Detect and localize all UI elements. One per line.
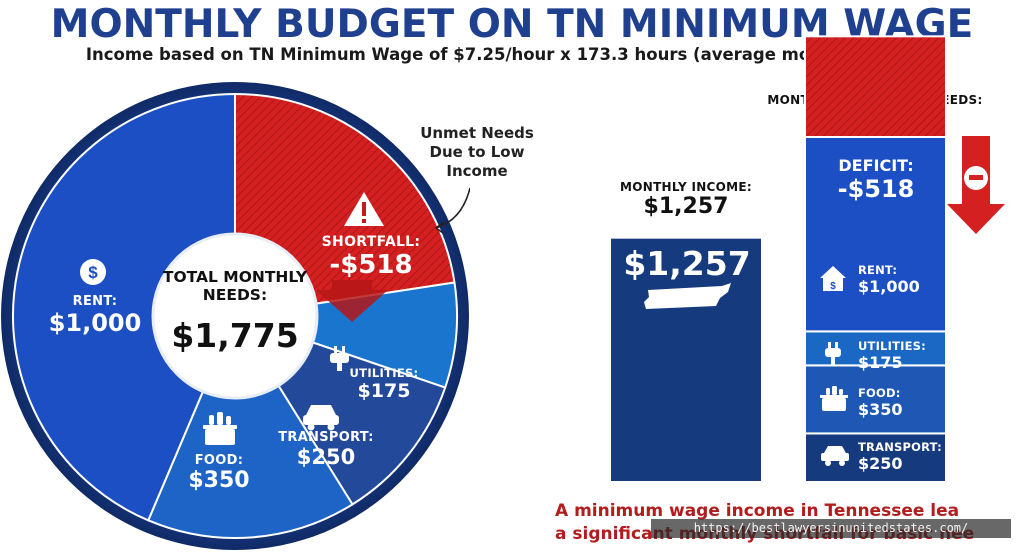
plug-icon bbox=[330, 346, 349, 371]
deficit-label: DEFICIT: -$518 bbox=[837, 156, 915, 203]
rent-slice-label: RENT: $1,000 bbox=[48, 294, 142, 337]
pie-center-hole bbox=[151, 232, 319, 400]
plug-icon bbox=[825, 342, 841, 365]
page-subtitle: Income based on TN Minimum Wage of $7.25… bbox=[85, 45, 939, 64]
transport-slice-label: TRANSPORT: $250 bbox=[278, 430, 374, 469]
income-bar-header: MONTHLY INCOME: $1,257 bbox=[619, 180, 752, 219]
house-icon: $ bbox=[820, 266, 846, 292]
car-icon bbox=[303, 405, 339, 431]
shortfall-slice-label: SHORTFALL: -$518 bbox=[321, 234, 421, 280]
total-needs-value: $1,775 bbox=[171, 316, 299, 355]
utilities-bar-label: UTILITIES: $175 bbox=[858, 339, 926, 372]
warning-icon bbox=[344, 192, 384, 226]
watermark-url: https://bestlawyersinunitedstates.com/ bbox=[651, 519, 1011, 538]
total-needs-label: TOTAL MONTHLY NEEDS: bbox=[162, 268, 308, 304]
svg-text:$: $ bbox=[88, 263, 98, 282]
expenses-bar-header: MONTHLY EXPENSES & NEEDS: $1,775 bbox=[767, 93, 983, 132]
basket-icon bbox=[820, 386, 848, 411]
rent-bar-label: RENT: $1,000 bbox=[858, 263, 920, 296]
dollar-icon: $ bbox=[80, 259, 106, 285]
deficit-arrow-icon bbox=[947, 136, 1005, 234]
transport-bar-label: TRANSPORT: $250 bbox=[858, 440, 942, 473]
food-bar-label: FOOD: $350 bbox=[858, 386, 903, 419]
svg-text:$: $ bbox=[830, 281, 836, 292]
basket-icon bbox=[203, 412, 237, 445]
shortfall-arrow-icon bbox=[316, 280, 388, 322]
unmet-needs-callout: Unmet Needs Due to Low Income bbox=[420, 124, 534, 180]
pie-slice-food bbox=[146, 313, 354, 539]
minus-circle-icon bbox=[964, 166, 988, 190]
pie-chart: $ bbox=[1, 82, 470, 550]
tennessee-map-icon bbox=[644, 283, 731, 309]
food-slice-label: FOOD: $350 bbox=[188, 453, 250, 493]
callout-arrow bbox=[435, 187, 470, 229]
car-icon bbox=[821, 446, 849, 466]
pie-slice-rent bbox=[12, 92, 236, 522]
income-bar-value: $1,257 bbox=[623, 244, 751, 283]
page-title: MONTHLY BUDGET ON TN MINIMUM WAGE bbox=[50, 2, 974, 47]
utilities-slice-label: UTILITIES: $175 bbox=[349, 366, 419, 402]
